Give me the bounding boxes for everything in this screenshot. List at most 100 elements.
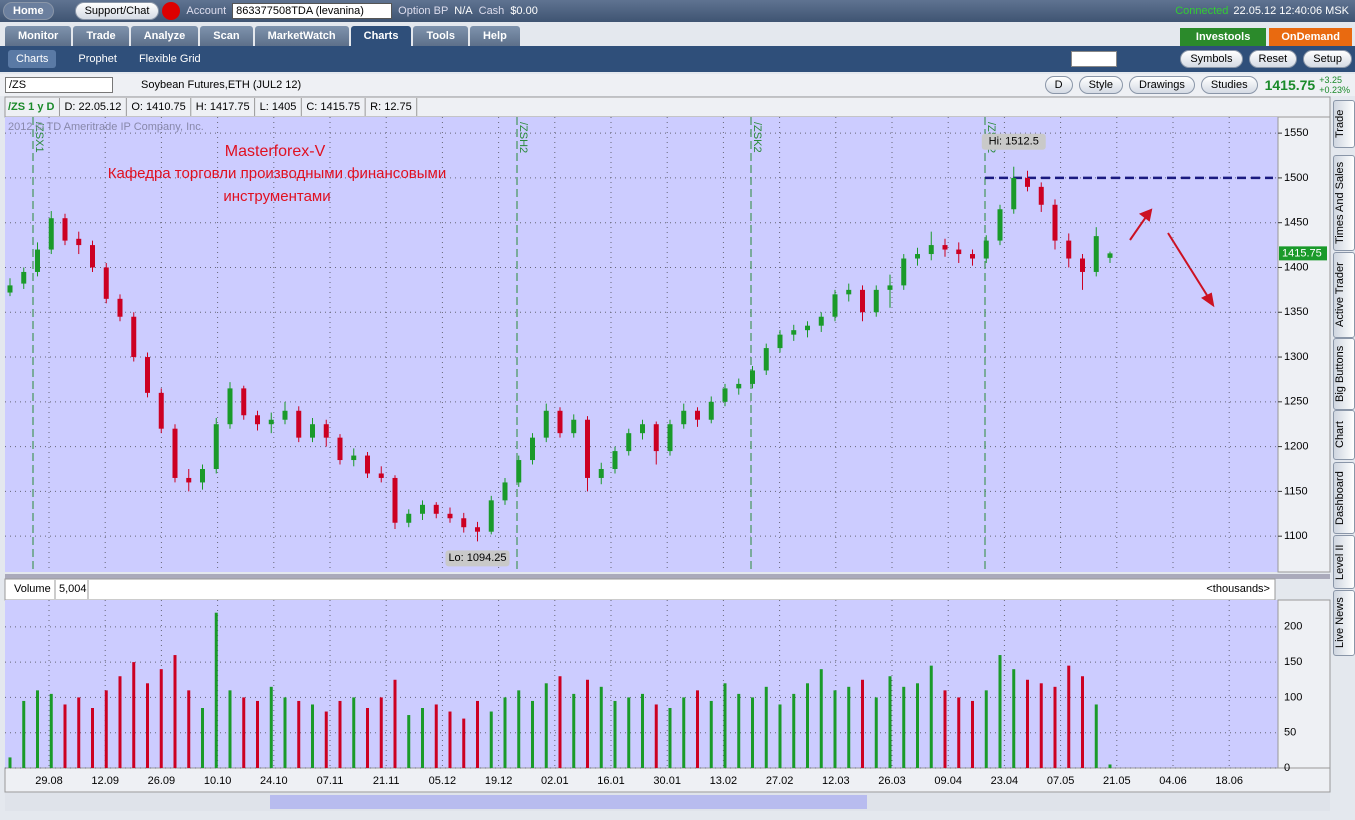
candle-body bbox=[777, 334, 783, 349]
volume-bar bbox=[998, 655, 1002, 768]
candle-body bbox=[873, 289, 879, 313]
volume-bar bbox=[984, 690, 988, 768]
side-tab[interactable]: Active Trader bbox=[1333, 252, 1355, 338]
candle-body bbox=[461, 518, 467, 528]
side-tab[interactable]: Dashboard bbox=[1333, 462, 1355, 534]
tab[interactable]: Help bbox=[469, 26, 520, 46]
side-tab[interactable]: Level II bbox=[1333, 535, 1355, 589]
tab[interactable]: Scan bbox=[200, 26, 253, 46]
candle-body bbox=[1066, 240, 1072, 259]
sub-tab[interactable]: Prophet bbox=[78, 53, 117, 65]
y-tick-label: 1500 bbox=[1284, 172, 1308, 184]
side-tab[interactable]: Big Buttons bbox=[1333, 338, 1355, 410]
volume-bar bbox=[641, 693, 644, 768]
volume-bar bbox=[366, 708, 369, 768]
cash-label: Cash bbox=[478, 5, 505, 17]
option-bp-label: Option BP bbox=[398, 5, 449, 17]
volume-bar bbox=[462, 718, 466, 768]
tab[interactable]: MarketWatch bbox=[254, 26, 349, 46]
toolbar-button[interactable]: Reset bbox=[1248, 50, 1298, 68]
candle-body bbox=[956, 249, 962, 255]
scroll-thumb[interactable] bbox=[270, 795, 867, 809]
volume-bar bbox=[49, 693, 53, 768]
tab[interactable]: Charts bbox=[350, 26, 412, 46]
drawings-button[interactable]: Drawings bbox=[1129, 76, 1195, 94]
volume-bar bbox=[8, 757, 12, 768]
volume-axis bbox=[1277, 599, 1331, 769]
volume-bar bbox=[91, 708, 94, 768]
account-select[interactable]: 863377508TDA (levanina) bbox=[232, 3, 393, 19]
y-tick-label: 1450 bbox=[1284, 217, 1308, 229]
volume-bar bbox=[792, 693, 796, 768]
chart-toolbar: /ZS Soybean Futures,ETH (JUL2 12) D Styl… bbox=[0, 74, 1355, 96]
style-button[interactable]: Style bbox=[1078, 76, 1124, 94]
candle-body bbox=[598, 468, 604, 478]
candle-body bbox=[21, 271, 27, 284]
volume-bar bbox=[1108, 764, 1112, 768]
candle-body bbox=[131, 316, 137, 358]
toolbar-button[interactable]: Symbols bbox=[1180, 50, 1243, 68]
candle-body bbox=[722, 388, 728, 402]
candle-body bbox=[667, 424, 673, 452]
volume-bar bbox=[531, 700, 534, 768]
ondemand-button[interactable]: OnDemand bbox=[1269, 28, 1352, 46]
candle-body bbox=[846, 289, 852, 295]
candle-body bbox=[502, 482, 508, 501]
sub-tab[interactable]: Flexible Grid bbox=[138, 53, 201, 65]
volume-bar bbox=[847, 686, 851, 768]
alert-icon[interactable] bbox=[162, 2, 181, 20]
tab[interactable]: Tools bbox=[413, 26, 468, 46]
x-tick-label: 19.12 bbox=[485, 775, 513, 787]
x-tick-label: 29.08 bbox=[35, 775, 63, 787]
volume-bar bbox=[256, 700, 259, 768]
volume-bar bbox=[242, 697, 246, 768]
y-tick-label: 1400 bbox=[1284, 261, 1308, 273]
account-label: Account bbox=[186, 5, 227, 17]
candle-body bbox=[557, 410, 563, 434]
volume-bar bbox=[957, 697, 961, 768]
sub-tab[interactable]: Charts bbox=[8, 50, 57, 68]
annotation: Кафедра торговли производными финансовым… bbox=[108, 165, 446, 182]
tab[interactable]: Analyze bbox=[130, 26, 199, 46]
volume-bar bbox=[1081, 676, 1084, 768]
tab[interactable]: Monitor bbox=[5, 26, 72, 46]
tab[interactable]: Trade bbox=[73, 26, 129, 46]
investools-button[interactable]: Investools bbox=[1179, 28, 1267, 46]
copyright: 2012 © TD Ameritrade IP Company, Inc. bbox=[8, 121, 204, 133]
period-button[interactable]: D bbox=[1044, 76, 1073, 94]
volume-bar bbox=[627, 697, 631, 768]
y-tick-label: 1550 bbox=[1284, 127, 1308, 139]
info-cell: D: 22.05.12 bbox=[64, 101, 121, 113]
x-tick-label: 12.09 bbox=[91, 775, 119, 787]
volume-bar bbox=[311, 704, 314, 768]
toolbar-button[interactable]: Setup bbox=[1303, 50, 1352, 68]
candle-body bbox=[35, 249, 40, 272]
volume-bar bbox=[22, 700, 26, 768]
studies-button[interactable]: Studies bbox=[1200, 76, 1258, 94]
x-tick-label: 13.02 bbox=[710, 775, 738, 787]
symbol-input[interactable]: /ZS bbox=[5, 77, 113, 93]
volume-bar bbox=[338, 700, 342, 768]
candle-body bbox=[268, 419, 274, 425]
last-price-tag bbox=[1279, 246, 1327, 261]
candle-body bbox=[158, 392, 164, 429]
side-tab[interactable]: Live News bbox=[1333, 590, 1355, 656]
volume-bar bbox=[104, 690, 108, 768]
candle-body bbox=[928, 245, 934, 255]
candle-body bbox=[983, 240, 989, 259]
home-button[interactable]: Home bbox=[3, 2, 54, 20]
support-button[interactable]: Support/Chat bbox=[74, 2, 160, 20]
x-tick-label: 24.10 bbox=[260, 775, 288, 787]
volume-bar bbox=[751, 697, 754, 768]
candle-body bbox=[145, 357, 150, 393]
volume-bar bbox=[806, 683, 809, 768]
side-tab[interactable]: Chart bbox=[1333, 410, 1355, 460]
candle-body bbox=[241, 388, 247, 416]
change: +3.25 bbox=[1319, 75, 1342, 85]
extreme-label: Hi: 1512.5 bbox=[989, 136, 1039, 148]
candle-body bbox=[447, 513, 453, 519]
side-tab[interactable]: Trade bbox=[1333, 100, 1355, 148]
side-tab[interactable]: Times And Sales bbox=[1333, 155, 1355, 251]
layout-box[interactable] bbox=[1071, 51, 1118, 67]
info-cell: L: 1405 bbox=[260, 101, 297, 113]
